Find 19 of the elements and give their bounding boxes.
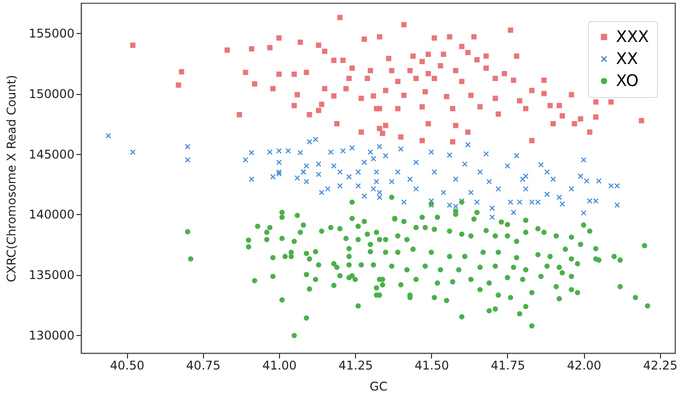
x-tick-label: 41.75 (490, 358, 526, 372)
legend-label: XXX (616, 27, 649, 46)
x-axis-title: GC (370, 380, 388, 394)
y-tick-label: 150000 (28, 87, 74, 102)
y-tick-label: 155000 (28, 26, 74, 41)
y-tick-label: 140000 (28, 208, 74, 222)
x-tick-label: 42.00 (566, 358, 602, 372)
y-tick-label: 130000 (28, 328, 74, 342)
x-tick-label: 41.25 (338, 358, 373, 372)
legend-label: XX (616, 49, 638, 68)
x-tick-label: 42.25 (643, 358, 678, 372)
y-tick-label: 145000 (28, 147, 74, 162)
y-axis-title: CXRC(Chromosome X Read Count) (4, 74, 19, 282)
legend-label: XO (616, 71, 639, 90)
x-tick-label: 40.50 (110, 358, 144, 372)
x-tick-label: 41.50 (414, 358, 449, 372)
x-tick-label: 41.00 (262, 358, 297, 372)
y-tick-label: 135000 (28, 268, 74, 282)
x-tick-label: 40.75 (186, 358, 221, 372)
